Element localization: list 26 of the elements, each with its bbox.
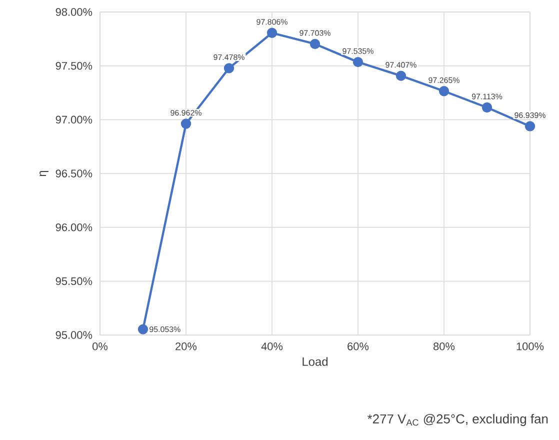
y-tick-label: 96.50% bbox=[56, 170, 92, 178]
point bbox=[266, 28, 278, 38]
x-tick-label: 20% bbox=[176, 342, 197, 350]
point bbox=[524, 121, 536, 132]
x-axis-title: Load bbox=[302, 357, 328, 366]
point bbox=[438, 86, 450, 96]
y-tick-label: 97.00% bbox=[56, 116, 92, 124]
x-tick-label: 0% bbox=[92, 342, 108, 350]
point bbox=[138, 324, 148, 334]
y-tick-label: 97.50% bbox=[56, 62, 92, 70]
y-tick-label: 95.50% bbox=[56, 277, 92, 286]
point bbox=[224, 63, 234, 74]
x-tick-label: 80% bbox=[434, 342, 455, 350]
point bbox=[180, 118, 192, 129]
point bbox=[396, 70, 406, 81]
point bbox=[482, 102, 492, 113]
x-tick-label: 100% bbox=[516, 342, 544, 350]
point bbox=[352, 56, 364, 68]
text: *277 V$_{AC}$ @25°C, excluding fan bbox=[368, 414, 548, 426]
y-tick-label: 98.00% bbox=[56, 8, 92, 16]
x-tick-label: 60% bbox=[348, 342, 369, 350]
y-axis-title: η bbox=[40, 170, 48, 176]
point bbox=[310, 38, 320, 50]
y-tick-label: 95.00% bbox=[56, 331, 92, 339]
x-tick-label: 40% bbox=[261, 342, 283, 350]
y-tick-label: 96.00% bbox=[56, 223, 92, 232]
